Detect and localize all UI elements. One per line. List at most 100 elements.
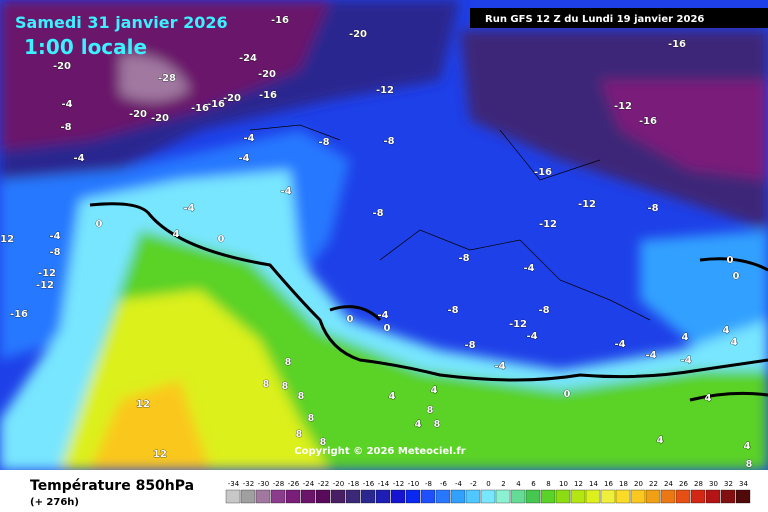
legend-swatch [225, 489, 241, 504]
legend-swatch [570, 489, 586, 504]
legend-swatch [435, 489, 451, 504]
contour-label: -4 [73, 153, 84, 164]
contour-label: -4 [61, 99, 72, 110]
contour-label: 12 [136, 399, 150, 410]
contour-label: -20 [349, 29, 367, 40]
contour-label: -4 [614, 339, 625, 350]
contour-label: 0 [218, 234, 225, 245]
legend-tick: -8 [425, 480, 432, 488]
legend-swatch [525, 489, 541, 504]
legend-tick: -22 [318, 480, 329, 488]
legend-tick: 10 [559, 480, 568, 488]
legend-swatch [735, 489, 751, 504]
legend-tick: 34 [739, 480, 748, 488]
contour-label: -8 [538, 305, 549, 316]
contour-label: -8 [458, 253, 469, 264]
legend-tick: -6 [440, 480, 448, 488]
legend-swatch [450, 489, 466, 504]
contour-label: 0 [96, 219, 103, 230]
map-background [0, 0, 768, 470]
contour-label: 8 [320, 437, 327, 448]
legend-swatch [555, 489, 571, 504]
legend-swatch [465, 489, 481, 504]
legend-tick: -12 [393, 480, 404, 488]
copyright: Copyright © 2026 Meteociel.fr [294, 446, 465, 457]
contour-label: 0 [347, 314, 354, 325]
parameter-title: Température 850hPa [30, 478, 194, 494]
contour-label: 4 [173, 229, 180, 240]
contour-label: -16 [259, 90, 277, 101]
legend-tick: -26 [288, 480, 300, 488]
legend-swatch [720, 489, 736, 504]
legend-swatch [285, 489, 301, 504]
legend-swatch [660, 489, 676, 504]
legend-swatch [360, 489, 376, 504]
contour-label: -28 [158, 73, 176, 84]
contour-label: -8 [49, 247, 60, 258]
legend-swatch [255, 489, 271, 504]
legend-tick: 18 [619, 480, 628, 488]
legend-tick: 32 [724, 480, 733, 488]
contour-label: -8 [447, 305, 458, 316]
contour-label: -12 [0, 234, 14, 245]
legend-tick: -16 [363, 480, 375, 488]
contour-label: -8 [60, 122, 71, 133]
contour-label: -4 [680, 355, 691, 366]
contour-label: -20 [223, 93, 241, 104]
contour-label: 0 [733, 271, 740, 282]
legend-tick: -24 [303, 480, 315, 488]
contour-label: -4 [49, 231, 60, 242]
contour-label: -20 [258, 69, 276, 80]
contour-label: -12 [614, 101, 632, 112]
contour-label: 4 [389, 391, 396, 402]
contour-label: -16 [271, 15, 289, 26]
legend-tick: -4 [455, 480, 463, 488]
contour-label: 4 [415, 419, 422, 430]
contour-label: -12 [578, 199, 596, 210]
legend-tick: -28 [273, 480, 284, 488]
run-info: Run GFS 12 Z du Lundi 19 janvier 2026 [485, 14, 704, 25]
legend-tick: 22 [649, 480, 658, 488]
contour-label: 8 [746, 459, 753, 470]
contour-labels: -16-20-20-24-28 -20-16-20-16-16-20 -20-4-8… [0, 15, 753, 471]
contour-label: -16 [668, 39, 686, 50]
contour-label: -4 [243, 133, 254, 144]
legend-swatch [630, 489, 646, 504]
contour-label: -20 [53, 61, 71, 72]
legend-tick: -30 [258, 480, 269, 488]
legend-swatch [600, 489, 616, 504]
legend-tick: 14 [589, 480, 598, 488]
contour-label: -8 [383, 136, 394, 147]
contour-label: 12 [153, 449, 167, 460]
contour-label: -20 [129, 109, 147, 120]
contour-label: -12 [36, 280, 54, 291]
legend-tick: 26 [679, 480, 688, 488]
contour-label: 8 [308, 413, 315, 424]
legend-swatch [645, 489, 661, 504]
contour-label: 0 [564, 389, 571, 400]
legend-swatch [495, 489, 511, 504]
contour-label: -16 [191, 103, 209, 114]
contour-label: -4 [494, 361, 505, 372]
contour-label: 4 [744, 441, 751, 452]
contour-label: -12 [509, 319, 527, 330]
legend-swatch [690, 489, 706, 504]
legend-swatch [420, 489, 436, 504]
contour-label: -16 [207, 99, 225, 110]
legend-tick: 0 [486, 480, 490, 488]
legend-swatch [390, 489, 406, 504]
forecast-date: Samedi 31 janvier 2026 [15, 13, 228, 32]
contour-label: -4 [183, 203, 194, 214]
legend-tick: -20 [333, 480, 344, 488]
contour-label: -8 [318, 137, 329, 148]
contour-label: -8 [464, 340, 475, 351]
contour-label: -4 [377, 310, 388, 321]
contour-label: -12 [376, 85, 394, 96]
run-banner [470, 8, 768, 28]
legend-tick: 24 [664, 480, 673, 488]
legend-swatch [405, 489, 421, 504]
contour-label: 4 [657, 435, 664, 446]
legend-swatch [705, 489, 721, 504]
contour-label: 4 [723, 325, 730, 336]
